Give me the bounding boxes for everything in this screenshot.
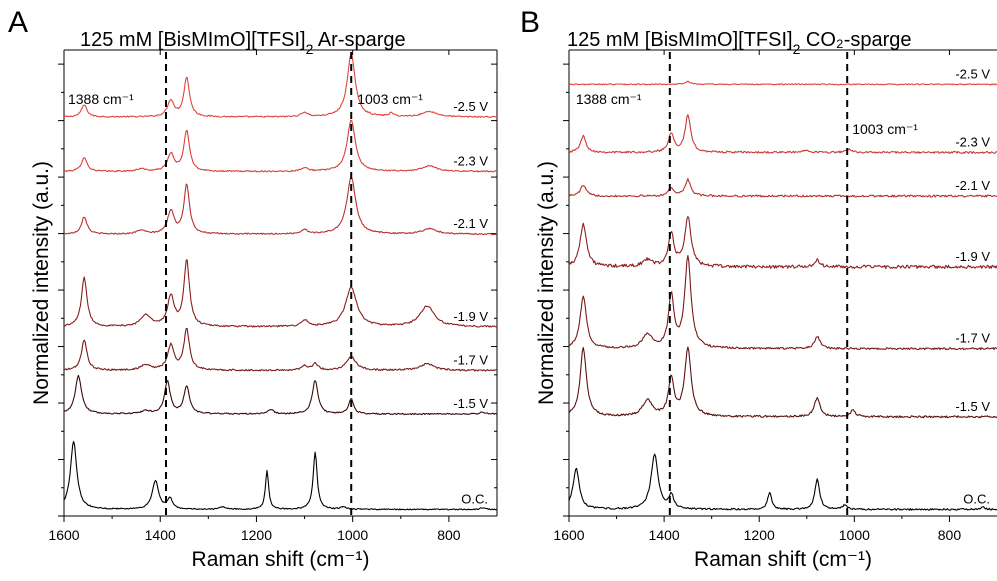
series-label: -1.5 V	[453, 396, 488, 411]
spectrum-17V	[568, 255, 997, 351]
series-label: -2.3 V	[453, 154, 488, 169]
spectrum-25V	[568, 80, 997, 86]
x-axis-label: Raman shift (cm⁻¹)	[192, 548, 370, 571]
series-label: O.C.	[963, 491, 990, 506]
reference-line-label: 1388 cm⁻¹	[68, 91, 134, 107]
spectrum-17V	[63, 327, 498, 372]
x-tick-label: 1400	[649, 527, 680, 543]
x-tick-label: 800	[437, 527, 461, 543]
x-axis-label: Raman shift (cm⁻¹)	[694, 548, 872, 571]
panel-a: 125 mM [BisMImO][TFSI]2 Ar-sparge 1600 140…	[30, 29, 498, 571]
x-tick-label: 1200	[744, 527, 775, 543]
y-axis-label: Normalized intensity (a.u.)	[30, 161, 53, 405]
reference-line-label: 1003 cm⁻¹	[357, 91, 423, 107]
panel-a-letter: A	[8, 6, 28, 39]
spectrum-19V	[63, 259, 498, 328]
series-label: O.C.	[461, 491, 488, 506]
series-label: -2.5 V	[453, 99, 488, 114]
x-tick-label: 1600	[553, 527, 584, 543]
panel-b-letter: B	[520, 6, 540, 39]
x-tick-label: 1200	[241, 527, 272, 543]
spectrum-15V	[63, 374, 498, 416]
chart-title-tail: CO₂-sparge	[800, 29, 911, 51]
chart-title-main: 125 mM [BisMImO][TFSI]	[567, 29, 793, 51]
x-tick-label: 1600	[48, 527, 79, 543]
spectrum-21V	[568, 177, 997, 198]
chart-title-subscript: 2	[306, 41, 314, 57]
series-label: -2.3 V	[955, 134, 990, 149]
spectrum-21V	[63, 176, 498, 236]
chart-title-subscript: 2	[793, 41, 801, 57]
spectrum-19V	[568, 216, 997, 270]
panel-b: 125 mM [BisMImO][TFSI]2 CO₂-sparge 1600 14…	[535, 29, 997, 571]
spectrum-OC.	[568, 453, 997, 511]
chart-title-tail: Ar-sparge	[313, 29, 405, 51]
spectrum-OC.	[63, 440, 498, 511]
series-label: -1.7 V	[955, 331, 990, 346]
x-tick-label: 1400	[145, 527, 176, 543]
chart-title-main: 125 mM [BisMImO][TFSI]	[80, 29, 306, 51]
reference-line-label: 1003 cm⁻¹	[852, 121, 918, 137]
series-label: -1.9 V	[955, 249, 990, 264]
reference-line-label: 1388 cm⁻¹	[576, 91, 642, 107]
chart-title: 125 mM [BisMImO][TFSI]2 CO₂-sparge	[567, 29, 912, 57]
y-axis-label: Normalized intensity (a.u.)	[535, 161, 558, 405]
spectrum-15V	[568, 346, 997, 419]
x-tick-label: 1000	[337, 527, 368, 543]
series-label: -2.1 V	[453, 216, 488, 231]
x-tick-label: 800	[938, 527, 962, 543]
series-label: -1.9 V	[453, 309, 488, 324]
series-label: -1.7 V	[453, 352, 488, 367]
spectrum-23V	[63, 119, 498, 173]
chart-title: 125 mM [BisMImO][TFSI]2 Ar-sparge	[80, 29, 406, 57]
series-label: -2.1 V	[955, 178, 990, 193]
spectrum-23V	[568, 114, 997, 154]
series-label: -2.5 V	[955, 66, 990, 81]
series-label: -1.5 V	[955, 399, 990, 414]
x-tick-label: 1000	[839, 527, 870, 543]
spectrum-25V	[63, 53, 498, 118]
